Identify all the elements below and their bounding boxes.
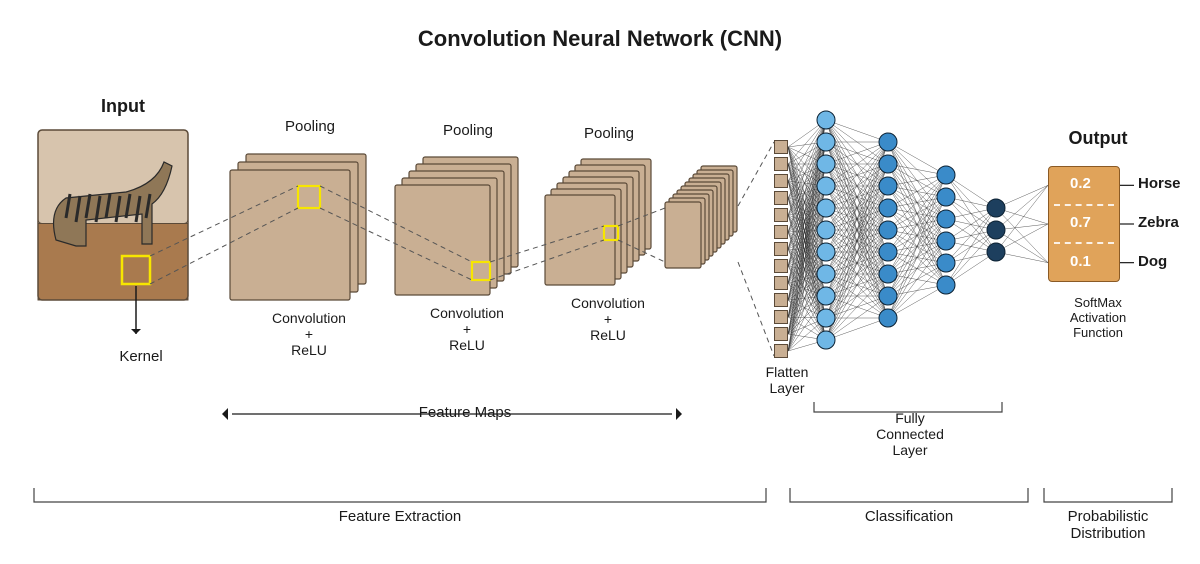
conv-relu-label: Convolution+ReLU <box>412 305 522 353</box>
output-class-label: Dog <box>1138 253 1200 270</box>
output-divider <box>1054 204 1114 206</box>
flatten-cell <box>774 174 788 188</box>
flatten-cell <box>774 344 788 358</box>
flatten-cell <box>774 225 788 239</box>
output-value: 0.2 <box>1070 175 1110 192</box>
conv-relu-label: Convolution+ReLU <box>553 295 663 343</box>
flatten-cell <box>774 310 788 324</box>
pooling-label: Pooling <box>428 122 508 139</box>
cnn-diagram: { "canvas": { "width": 1200, "height": 5… <box>0 0 1200 564</box>
flatten-cell <box>774 293 788 307</box>
flatten-cell <box>774 327 788 341</box>
output-value: 0.7 <box>1070 214 1110 231</box>
output-class-label: Zebra <box>1138 214 1200 231</box>
pooling-label: Pooling <box>270 118 350 135</box>
pooling-label: Pooling <box>569 125 649 142</box>
flatten-cell <box>774 208 788 222</box>
flatten-cell <box>774 191 788 205</box>
diagram-svg <box>0 0 1200 564</box>
conv-relu-label: Convolution+ReLU <box>254 310 364 358</box>
output-value: 0.1 <box>1070 253 1110 270</box>
output-class-label: Horse <box>1138 175 1200 192</box>
output-divider <box>1054 242 1114 244</box>
flatten-cell <box>774 140 788 154</box>
flatten-cell <box>774 276 788 290</box>
flatten-cell <box>774 259 788 273</box>
flatten-cell <box>774 157 788 171</box>
flatten-cell <box>774 242 788 256</box>
